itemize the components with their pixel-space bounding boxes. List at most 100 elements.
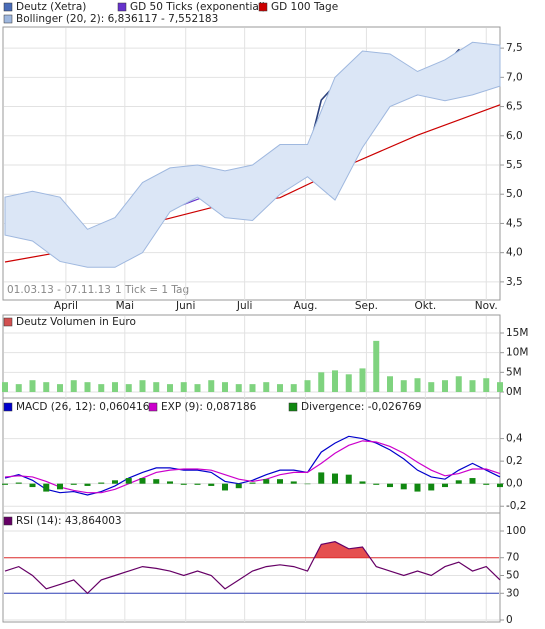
divergence-bar: [428, 483, 435, 491]
y-tick-label: 70: [506, 552, 519, 564]
y-tick-label: 4,5: [506, 217, 523, 229]
y-tick-label: 0: [506, 614, 513, 626]
volume-bar: [29, 380, 36, 392]
divergence-bar: [442, 483, 448, 488]
legend-swatch: [3, 2, 13, 12]
divergence-bar: [263, 479, 270, 484]
divergence-bar: [290, 481, 297, 484]
volume-bar: [263, 382, 270, 392]
y-tick-label: 0,4: [506, 433, 523, 445]
x-tick-label: Sep.: [355, 300, 378, 312]
divergence-bar: [208, 483, 215, 486]
divergence-bar: [57, 483, 63, 490]
divergence-bar: [249, 482, 256, 484]
volume-bar: [180, 382, 187, 392]
bollinger-band: [4, 41, 501, 268]
divergence-bar: [387, 483, 393, 488]
series-line: [4, 435, 501, 496]
volume-bar: [290, 384, 297, 392]
legend-swatch: [117, 2, 127, 12]
divergence-bar: [180, 483, 187, 485]
volume-bar: [70, 380, 77, 392]
divergence-bar: [483, 483, 490, 485]
legend-label: GD 50 Ticks (exponential): [130, 1, 266, 13]
y-tick-label: 15M: [506, 327, 528, 339]
divergence-bar: [153, 479, 160, 484]
y-tick-label: 5,5: [506, 159, 523, 171]
divergence-bar: [235, 483, 242, 489]
legend-label: RSI (14): 43,864003: [16, 515, 122, 527]
volume-bar: [277, 384, 283, 392]
divergence-bar: [167, 481, 173, 484]
divergence-bar: [125, 478, 132, 484]
divergence-bar: [455, 480, 462, 484]
divergence-bar: [2, 483, 8, 485]
y-tick-label: 7,5: [506, 42, 523, 54]
y-tick-label: 0M: [506, 386, 522, 398]
legend-swatch: [3, 402, 13, 412]
y-tick-label: 0,2: [506, 455, 523, 467]
y-tick-label: 5M: [506, 366, 522, 378]
volume-bar: [428, 382, 435, 392]
y-tick-label: 100: [506, 525, 526, 537]
volume-bar: [400, 380, 407, 392]
divergence-bar: [15, 482, 22, 484]
volume-bar: [98, 384, 105, 392]
legend-swatch: [3, 516, 13, 526]
volume-bar: [235, 384, 242, 392]
divergence-bar: [222, 483, 228, 491]
volume-bar: [469, 380, 476, 392]
divergence-bar: [84, 483, 91, 486]
divergence-bar: [497, 483, 503, 488]
volume-bar: [483, 378, 490, 392]
y-tick-label: 30: [506, 587, 519, 599]
volume-bar: [43, 382, 50, 392]
volume-bar: [2, 382, 8, 392]
y-tick-label: -0,2: [506, 500, 527, 512]
macd-panel: [2, 397, 501, 514]
volume-bar: [249, 384, 256, 392]
legend-swatch: [3, 317, 13, 327]
y-tick-label: 5,0: [506, 188, 523, 200]
series-line: [4, 541, 501, 595]
volume-bar: [84, 382, 91, 392]
divergence-bar: [304, 483, 311, 485]
divergence-bar: [70, 483, 77, 485]
legend-label: MACD (26, 12): 0,060416: [16, 401, 150, 413]
volume-bar: [208, 380, 215, 392]
divergence-bar: [469, 478, 476, 484]
x-tick-label: Nov.: [475, 300, 498, 312]
volume-bar: [373, 340, 380, 392]
volume-bar: [414, 378, 421, 392]
volume-bar: [222, 382, 228, 392]
x-tick-label: Okt.: [414, 300, 436, 312]
divergence-bar: [112, 480, 118, 484]
volume-bar: [15, 384, 22, 392]
divergence-bar: [29, 483, 36, 488]
volume-bar: [167, 384, 173, 392]
y-tick-label: 4,0: [506, 247, 523, 259]
x-tick-label: April: [54, 300, 78, 312]
date-range: 01.03.13 - 07.11.13: [7, 284, 111, 296]
volume-bar: [497, 382, 503, 392]
divergence-bar: [400, 483, 407, 490]
volume-bar: [455, 376, 462, 392]
legend-swatch: [258, 2, 268, 12]
legend-swatch: [288, 402, 298, 412]
y-tick-label: 6,0: [506, 130, 523, 142]
volume-bar: [125, 384, 132, 392]
x-tick-label: Aug.: [294, 300, 318, 312]
volume-title: Deutz Volumen in Euro: [16, 316, 136, 328]
divergence-bar: [318, 472, 325, 484]
volume-bar: [112, 382, 118, 392]
divergence-bar: [414, 483, 421, 492]
x-tick-label: Mai: [116, 300, 134, 312]
legend-label: Divergence: -0,026769: [301, 401, 422, 413]
volume-bar: [139, 380, 146, 392]
volume-bar: [359, 368, 366, 392]
legend-label: Deutz (Xetra): [16, 1, 86, 13]
y-tick-label: 3,5: [506, 276, 523, 288]
divergence-bar: [373, 483, 380, 485]
volume-bar: [442, 380, 448, 392]
